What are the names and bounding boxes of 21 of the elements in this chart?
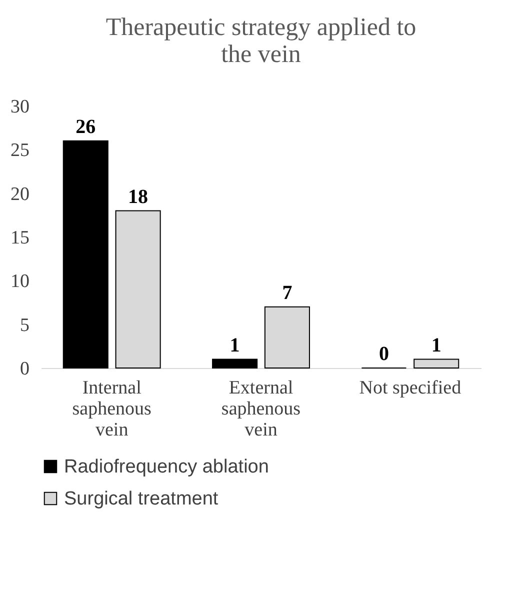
y-tick-label: 20 [10, 184, 30, 205]
data-label: 18 [128, 186, 148, 208]
data-label: 1 [230, 334, 240, 356]
data-label: 26 [76, 116, 96, 138]
legend-label: Radiofrequency ablation [64, 456, 269, 478]
y-tick-label: 10 [10, 271, 30, 292]
y-tick-label: 5 [20, 314, 30, 336]
x-tick-label: External saphenous vein [221, 378, 301, 440]
y-tick-label: 15 [10, 228, 30, 248]
legend-label: Surgical treatment [64, 488, 219, 510]
data-label: 1 [431, 334, 442, 356]
data-label: 7 [282, 282, 292, 304]
bar [62, 140, 108, 368]
bar [212, 358, 258, 368]
chart-title: Therapeutic strategy applied to the vein [106, 14, 416, 68]
y-tick-label: 0 [20, 358, 30, 380]
y-tick-label: 30 [10, 96, 30, 118]
y-tick-label: 25 [10, 140, 30, 162]
x-tick-label: Internal saphenous vein [72, 378, 152, 440]
data-label: 0 [378, 343, 389, 365]
x-tick-label: Not specified [359, 378, 462, 398]
